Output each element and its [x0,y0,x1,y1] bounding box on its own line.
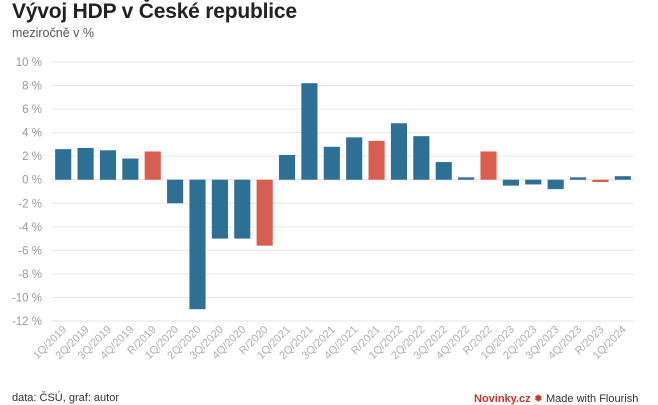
brand-logo[interactable]: Novinky.cz [474,393,531,405]
bar-1q-2023[interactable] [502,179,519,186]
made-with-flourish-link[interactable]: Made with Flourish [546,393,639,405]
bar-4q-2019[interactable] [122,158,139,180]
bar-1q-2019[interactable] [55,149,72,180]
bar-1q-2022[interactable] [390,123,408,180]
bar-r-2022[interactable] [480,151,497,180]
y-tick-label: -6 % [18,245,42,257]
y-tick-label: 10 % [16,57,42,69]
bar-r-2020[interactable] [256,179,273,246]
bar-2q-2021[interactable] [301,83,318,180]
y-tick-label: -10 % [12,292,42,304]
y-tick-label: -2 % [18,198,42,210]
y-tick-label: 6 % [22,104,42,116]
bar-3q-2023[interactable] [547,179,564,190]
y-tick-label: 4 % [22,128,42,140]
y-tick-label: -4 % [18,222,42,234]
bar-4q-2022[interactable] [458,177,475,180]
chart-title: Vývoj HDP v České republice [12,0,297,23]
y-tick-label: 8 % [22,81,42,93]
bar-3q-2019[interactable] [99,150,117,180]
bar-4q-2023[interactable] [569,177,587,180]
bar-4q-2021[interactable] [346,137,363,180]
bar-2q-2023[interactable] [525,179,542,185]
bar-1q-2024[interactable] [614,176,631,180]
flourish-star-icon: ✹ [533,393,543,405]
bar-3q-2021[interactable] [323,146,340,180]
bar-r-2023[interactable] [592,179,609,183]
source-note: data: ČSÚ, graf: autor [12,392,119,404]
footer-credits: Novinky.cz ✹ Made with Flourish [474,392,638,405]
y-tick-label: 0 % [22,175,42,187]
y-tick-label: -12 % [12,316,42,328]
bar-r-2019[interactable] [144,151,161,180]
bar-3q-2020[interactable] [211,179,228,239]
bar-r-2021[interactable] [368,140,385,180]
bar-2q-2022[interactable] [413,136,430,180]
bar-1q-2021[interactable] [278,155,296,180]
bars [55,83,631,310]
bar-3q-2022[interactable] [435,162,452,180]
y-tick-label: -8 % [18,269,42,281]
bar-2q-2020[interactable] [189,179,206,310]
bar-1q-2020[interactable] [167,179,184,204]
bar-2q-2019[interactable] [77,147,94,180]
bar-4q-2020[interactable] [234,179,251,239]
y-axis-ticks: 10 % 8 % 6 % 4 % 2 % 0 % -2 % -4 % -6 % -8 % -10 %… [12,57,42,328]
x-axis-ticks: 1Q/20192Q/20193Q/20194Q/2019R/20191Q/202… [31,324,629,362]
y-tick-label: 2 % [22,151,42,163]
chart-subtitle: meziročně v % [12,26,94,40]
grid-lines [52,61,634,322]
